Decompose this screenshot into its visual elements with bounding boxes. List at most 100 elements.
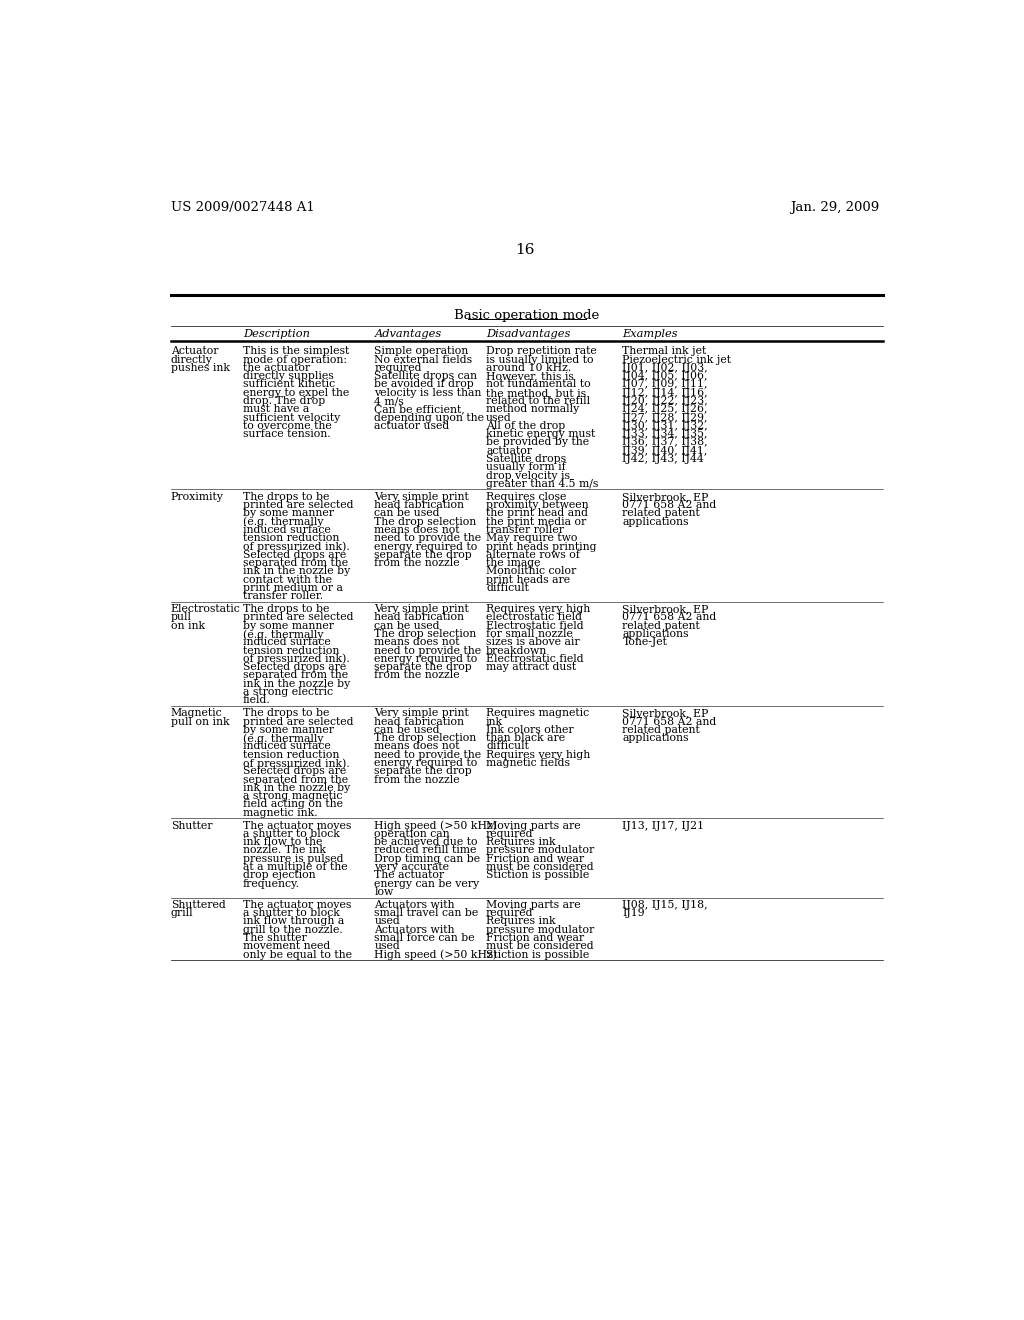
Text: kinetic energy must: kinetic energy must xyxy=(486,429,595,440)
Text: ink: ink xyxy=(486,717,503,726)
Text: head fabrication: head fabrication xyxy=(375,500,465,510)
Text: of pressurized ink).: of pressurized ink). xyxy=(243,758,349,768)
Text: Silverbrook, EP: Silverbrook, EP xyxy=(623,492,709,502)
Text: the actuator: the actuator xyxy=(243,363,310,372)
Text: IJ04, IJ05, IJ06,: IJ04, IJ05, IJ06, xyxy=(623,371,708,381)
Text: printed are selected: printed are selected xyxy=(243,612,353,623)
Text: grill: grill xyxy=(171,908,194,919)
Text: All of the drop: All of the drop xyxy=(486,421,565,430)
Text: from the nozzle: from the nozzle xyxy=(375,558,460,568)
Text: However, this is: However, this is xyxy=(486,371,573,381)
Text: proximity between: proximity between xyxy=(486,500,589,510)
Text: separated from the: separated from the xyxy=(243,558,348,568)
Text: ink in the nozzle by: ink in the nozzle by xyxy=(243,783,350,793)
Text: around 10 kHz.: around 10 kHz. xyxy=(486,363,571,372)
Text: Basic operation mode: Basic operation mode xyxy=(454,309,599,322)
Text: by some manner: by some manner xyxy=(243,620,334,631)
Text: Advantages: Advantages xyxy=(375,330,441,339)
Text: used: used xyxy=(375,916,400,927)
Text: used: used xyxy=(486,413,512,422)
Text: Tone-Jet: Tone-Jet xyxy=(623,638,668,647)
Text: tension reduction: tension reduction xyxy=(243,750,339,760)
Text: difficult: difficult xyxy=(486,583,529,593)
Text: energy to expel the: energy to expel the xyxy=(243,388,349,397)
Text: 4 m/s: 4 m/s xyxy=(375,396,404,407)
Text: Examples: Examples xyxy=(623,330,678,339)
Text: Requires very high: Requires very high xyxy=(486,605,590,614)
Text: small force can be: small force can be xyxy=(375,933,475,942)
Text: pressure is pulsed: pressure is pulsed xyxy=(243,854,343,863)
Text: Requires magnetic: Requires magnetic xyxy=(486,709,589,718)
Text: sufficient velocity: sufficient velocity xyxy=(243,413,340,422)
Text: tension reduction: tension reduction xyxy=(243,645,339,656)
Text: 0771 658 A2 and: 0771 658 A2 and xyxy=(623,717,717,726)
Text: head fabrication: head fabrication xyxy=(375,717,465,726)
Text: drop ejection: drop ejection xyxy=(243,870,315,880)
Text: Stiction is possible: Stiction is possible xyxy=(486,949,589,960)
Text: IJ08, IJ15, IJ18,: IJ08, IJ15, IJ18, xyxy=(623,900,708,909)
Text: to overcome the: to overcome the xyxy=(243,421,332,430)
Text: related patent: related patent xyxy=(623,620,700,631)
Text: related patent: related patent xyxy=(623,508,700,519)
Text: The drops to be: The drops to be xyxy=(243,492,329,502)
Text: Silverbrook, EP: Silverbrook, EP xyxy=(623,605,709,614)
Text: separate the drop: separate the drop xyxy=(375,550,472,560)
Text: energy required to: energy required to xyxy=(375,541,478,552)
Text: difficult: difficult xyxy=(486,742,529,751)
Text: Can be efficient,: Can be efficient, xyxy=(375,404,465,414)
Text: a shutter to block: a shutter to block xyxy=(243,829,340,840)
Text: usually form if: usually form if xyxy=(486,462,566,473)
Text: energy required to: energy required to xyxy=(375,653,478,664)
Text: The actuator: The actuator xyxy=(375,870,444,880)
Text: a strong electric: a strong electric xyxy=(243,686,333,697)
Text: must have a: must have a xyxy=(243,404,309,414)
Text: separated from the: separated from the xyxy=(243,775,348,784)
Text: need to provide the: need to provide the xyxy=(375,645,481,656)
Text: applications: applications xyxy=(623,630,689,639)
Text: IJ36, IJ37, IJ38,: IJ36, IJ37, IJ38, xyxy=(623,437,708,447)
Text: drop velocity is: drop velocity is xyxy=(486,471,570,480)
Text: tension reduction: tension reduction xyxy=(243,533,339,544)
Text: Monolithic color: Monolithic color xyxy=(486,566,577,577)
Text: ink in the nozzle by: ink in the nozzle by xyxy=(243,678,350,689)
Text: printed are selected: printed are selected xyxy=(243,717,353,726)
Text: grill to the nozzle.: grill to the nozzle. xyxy=(243,925,342,935)
Text: can be used: can be used xyxy=(375,620,440,631)
Text: Actuator: Actuator xyxy=(171,346,218,356)
Text: 16: 16 xyxy=(515,243,535,257)
Text: Ink colors other: Ink colors other xyxy=(486,725,573,735)
Text: reduced refill time: reduced refill time xyxy=(375,846,477,855)
Text: sizes is above air: sizes is above air xyxy=(486,638,580,647)
Text: magnetic ink.: magnetic ink. xyxy=(243,808,317,817)
Text: low: low xyxy=(375,887,393,896)
Text: May require two: May require two xyxy=(486,533,578,544)
Text: print heads printing: print heads printing xyxy=(486,541,597,552)
Text: IJ12, IJ14, IJ16,: IJ12, IJ14, IJ16, xyxy=(623,388,708,397)
Text: pressure modulator: pressure modulator xyxy=(486,846,594,855)
Text: from the nozzle: from the nozzle xyxy=(375,775,460,784)
Text: need to provide the: need to provide the xyxy=(375,750,481,760)
Text: Moving parts are: Moving parts are xyxy=(486,900,581,909)
Text: IJ42, IJ43, IJ44: IJ42, IJ43, IJ44 xyxy=(623,454,705,465)
Text: energy can be very: energy can be very xyxy=(375,879,479,888)
Text: print heads are: print heads are xyxy=(486,574,570,585)
Text: IJ19: IJ19 xyxy=(623,908,645,919)
Text: breakdown: breakdown xyxy=(486,645,547,656)
Text: IJ27, IJ28, IJ29,: IJ27, IJ28, IJ29, xyxy=(623,413,708,422)
Text: sufficient kinetic: sufficient kinetic xyxy=(243,379,335,389)
Text: transfer roller: transfer roller xyxy=(486,525,564,535)
Text: be provided by the: be provided by the xyxy=(486,437,589,447)
Text: IJ24, IJ25, IJ26,: IJ24, IJ25, IJ26, xyxy=(623,404,708,414)
Text: magnetic fields: magnetic fields xyxy=(486,758,570,768)
Text: IJ01, IJ02, IJ03,: IJ01, IJ02, IJ03, xyxy=(623,363,709,372)
Text: (e.g. thermally: (e.g. thermally xyxy=(243,630,324,640)
Text: the image: the image xyxy=(486,558,541,568)
Text: Friction and wear: Friction and wear xyxy=(486,933,584,942)
Text: the print head and: the print head and xyxy=(486,508,588,519)
Text: Drop timing can be: Drop timing can be xyxy=(375,854,480,863)
Text: IJ30, IJ31, IJ32,: IJ30, IJ31, IJ32, xyxy=(623,421,709,430)
Text: ink in the nozzle by: ink in the nozzle by xyxy=(243,566,350,577)
Text: separate the drop: separate the drop xyxy=(375,663,472,672)
Text: IJ39, IJ40, IJ41,: IJ39, IJ40, IJ41, xyxy=(623,446,708,455)
Text: the method, but is: the method, but is xyxy=(486,388,586,397)
